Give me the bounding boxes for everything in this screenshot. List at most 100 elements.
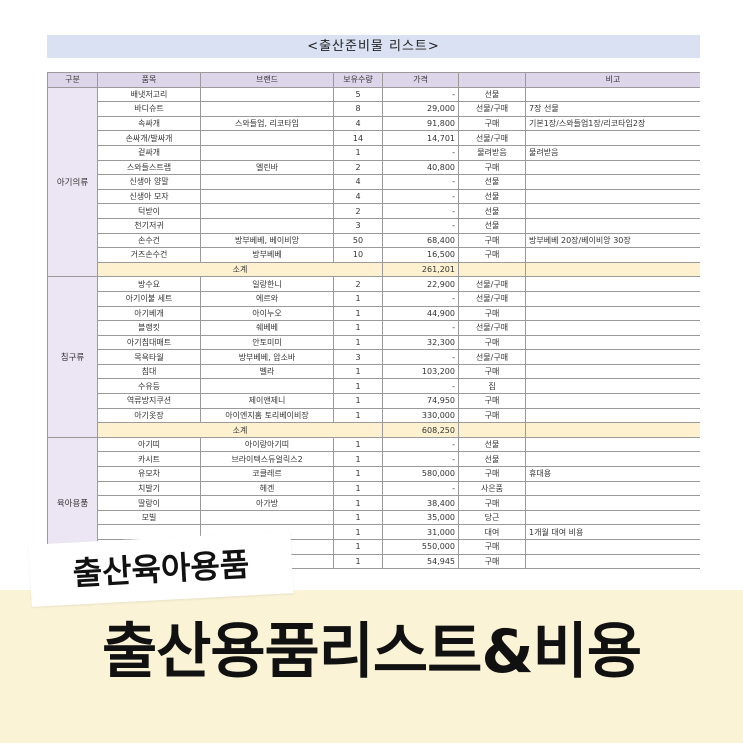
acquisition-cell: 구매 [458, 232, 526, 249]
price-cell: 54,945 [382, 553, 459, 570]
note-cell [525, 130, 700, 146]
brand-cell: 아이랑아기띠 [200, 436, 334, 453]
item-cell: 역류방지쿠션 [97, 393, 201, 409]
quantity-cell: 1 [333, 144, 383, 161]
item-row: 손수건 방부베베, 베이비앙 50 68,400 구매 방부베베 20장/베이비앙 30장 [48, 232, 700, 249]
acquisition-cell: 대여 [458, 524, 526, 540]
quantity-cell: 1 [333, 480, 383, 497]
acquisition-cell: 물려받음 [458, 144, 526, 161]
note-cell [525, 349, 700, 365]
price-cell: - [382, 86, 459, 103]
item-row: 1 31,000 대여 1개월 대여 비용 [48, 524, 700, 540]
column-header: 비고 [525, 72, 700, 88]
quantity-cell: 1 [333, 553, 383, 570]
item-row: 턱받이 2- 선물 [48, 203, 700, 219]
item-cell: 치발기 [97, 480, 201, 497]
acquisition-cell: 구매 [458, 363, 526, 380]
acquisition-cell: 선물 [458, 451, 526, 468]
acquisition-cell: 선물/구매 [458, 320, 526, 336]
banner-band [0, 590, 743, 743]
item-cell: 턱받이 [97, 203, 201, 219]
item-row: 육아용품 아기띠 아이랑아기띠 1- 선물 [47, 436, 700, 570]
item-row: 아기옷장 아이엔지홈 토리베이비장 1 330,000 구매 [48, 407, 700, 424]
quantity-cell: 2 [333, 159, 383, 176]
item-row: 역류방지쿠션 제이앤제니 1 74,950 구매 [48, 393, 700, 409]
acquisition-cell: 구매 [458, 539, 526, 555]
item-row: 아기침대매트 안토미미 1 32,300 구매 [48, 334, 700, 351]
brand-cell [200, 203, 334, 219]
brand-cell: 아가방 [200, 495, 334, 511]
item-row: 아기의류 배냇저고리 5- 선물 [47, 86, 700, 278]
item-row: 바디슈트 8 29,000 선물/구매 7장 선물 [48, 101, 700, 117]
price-cell: 38,400 [382, 495, 459, 511]
price-cell: - [382, 436, 459, 453]
quantity-cell: 1 [333, 320, 383, 336]
acquisition-cell: 선물 [458, 436, 526, 453]
item-cell: 수유등 [97, 378, 201, 395]
price-cell: - [382, 174, 459, 190]
note-cell: 7장 선물 [525, 101, 700, 117]
quantity-cell: 1 [333, 393, 383, 409]
price-cell: 44,900 [382, 305, 459, 322]
quantity-cell: 5 [333, 86, 383, 103]
acquisition-cell: 구매 [458, 495, 526, 511]
brand-cell: 브라이텍스듀얼릭스2 [200, 451, 334, 468]
item-row: 신생아 모자 4- 선물 [48, 188, 700, 205]
price-cell: 74,950 [382, 393, 459, 409]
item-cell: 아기베개 [97, 305, 201, 322]
item-cell: 손싸개/발싸개 [97, 130, 201, 146]
quantity-cell: 1 [333, 334, 383, 351]
item-table: 구분 품목 브랜드 보유수량 가격 비고 아기의류 배냇저고리 5- 선물 바디슈트 8 29,000… [47, 72, 700, 570]
headline: 출산용품리스트&비용 [101, 617, 642, 687]
quantity-cell: 1 [333, 363, 383, 380]
acquisition-cell: 구매 [458, 305, 526, 322]
item-row: 유모차 코클레르 1 580,000 구매 휴대용 [48, 466, 700, 482]
acquisition-cell: 구매 [458, 159, 526, 176]
quantity-cell: 3 [333, 349, 383, 365]
price-cell: 68,400 [382, 232, 459, 249]
note-cell [525, 334, 700, 351]
brand-cell: 아이엔지홈 토리베이비장 [200, 407, 334, 424]
acquisition-cell: 구매 [458, 115, 526, 132]
subtotal-row: 소계 261,201 [48, 261, 700, 278]
price-cell: - [382, 203, 459, 219]
header-row: 구분 품목 브랜드 보유수량 가격 비고 [47, 72, 700, 88]
item-row: 목욕타월 방부베베, 압소바 3- 선물/구매 [48, 349, 700, 365]
item-cell: 배냇저고리 [97, 86, 201, 103]
item-row: 모빌 1 35,000 당근 [48, 509, 700, 526]
brand-cell: 엘린바 [200, 159, 334, 176]
brand-cell: 코클레르 [200, 466, 334, 482]
item-cell: 거즈손수건 [97, 247, 201, 263]
item-cell: 방수요 [97, 276, 201, 292]
price-cell: - [382, 378, 459, 395]
brand-cell: 방부베베 [200, 247, 334, 263]
acquisition-cell: 사은품 [458, 480, 526, 497]
price-cell: 22,900 [382, 276, 459, 292]
note-cell [525, 159, 700, 176]
quantity-cell: 10 [333, 247, 383, 263]
acquisition-cell: 선물 [458, 203, 526, 219]
brand-cell [200, 130, 334, 146]
note-cell [525, 217, 700, 234]
empty-cell [525, 261, 700, 278]
brand-cell: 벨라 [200, 363, 334, 380]
column-header: 가격 [382, 72, 459, 88]
subtotal-row: 소계 608,250 [48, 422, 700, 438]
item-row: 천기저귀 3- 선물 [48, 217, 700, 234]
item-row: 속싸개 스와들업, 리코타임 4 91,800 구매 기본1장/스와들업1장/리코타임2장 [48, 115, 700, 132]
price-cell: 32,300 [382, 334, 459, 351]
empty-cell [458, 422, 526, 438]
note-cell: 물려받음 [525, 144, 700, 161]
note-cell [525, 436, 700, 453]
item-row: 딸랑이 아가방 1 38,400 구매 [48, 495, 700, 511]
brand-cell: 에르와 [200, 290, 334, 307]
column-header: 구분 [47, 72, 98, 88]
item-row: 침대 벨라 1 103,200 구매 [48, 363, 700, 380]
note-cell [525, 247, 700, 263]
brand-cell [200, 217, 334, 234]
quantity-cell: 4 [333, 115, 383, 132]
item-row: 침구류 방수요 일랑한니 2 22,900 선물/구매 [47, 276, 700, 438]
note-cell: 휴대용 [525, 466, 700, 482]
category-cell: 침구류 [47, 276, 98, 438]
note-cell [525, 174, 700, 190]
